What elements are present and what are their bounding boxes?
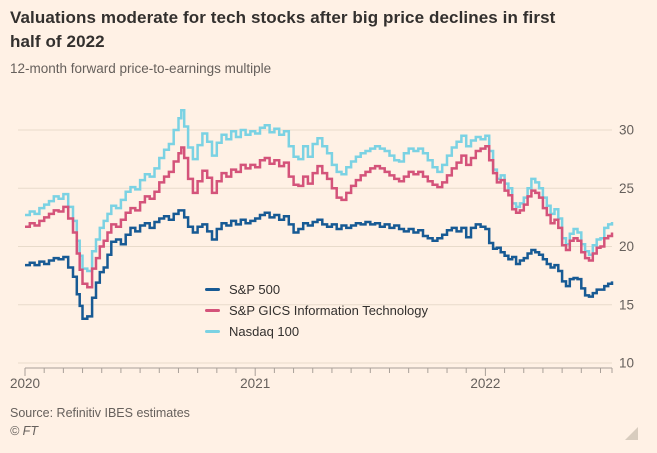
legend-item-s-p-gics-information-technology: S&P GICS Information Technology	[205, 302, 428, 318]
y-axis-label-25: 25	[619, 181, 634, 196]
y-axis-label-10: 10	[619, 356, 634, 371]
title-line-2: half of 2022	[10, 32, 105, 51]
legend-item-s-p-500: S&P 500	[205, 281, 428, 297]
series-line-nasdaq-100	[25, 108, 614, 273]
x-axis-label-2020: 2020	[10, 376, 40, 391]
legend-item-nasdaq-100: Nasdaq 100	[205, 323, 428, 339]
legend-label: S&P GICS Information Technology	[229, 302, 428, 318]
series-line-s-p-gics-information-technology	[25, 145, 614, 289]
source-note: Source: Refinitiv IBES estimates	[10, 406, 190, 420]
legend-label: S&P 500	[229, 281, 281, 297]
x-axis-label-2022: 2022	[470, 376, 500, 391]
resize-handle-icon[interactable]	[625, 427, 638, 440]
copyright-note: © FT	[10, 424, 38, 438]
legend-label: Nasdaq 100	[229, 323, 300, 339]
chart-subtitle: 12-month forward price-to-earnings multi…	[10, 61, 272, 76]
x-axis-label-2021: 2021	[240, 376, 270, 391]
legend-swatch-icon	[205, 308, 220, 312]
y-axis-label-30: 30	[619, 123, 634, 138]
y-axis-label-15: 15	[619, 297, 634, 312]
legend-swatch-icon	[205, 329, 220, 333]
chart-legend: S&P 500 S&P GICS Information Technology Na…	[205, 281, 428, 339]
page-title: Valuations moderate for tech stocks afte…	[10, 6, 630, 54]
title-line-1: Valuations moderate for tech stocks afte…	[10, 8, 556, 27]
series-line-s-p-500	[25, 209, 614, 320]
y-axis-label-20: 20	[619, 239, 634, 254]
legend-swatch-icon	[205, 287, 220, 291]
